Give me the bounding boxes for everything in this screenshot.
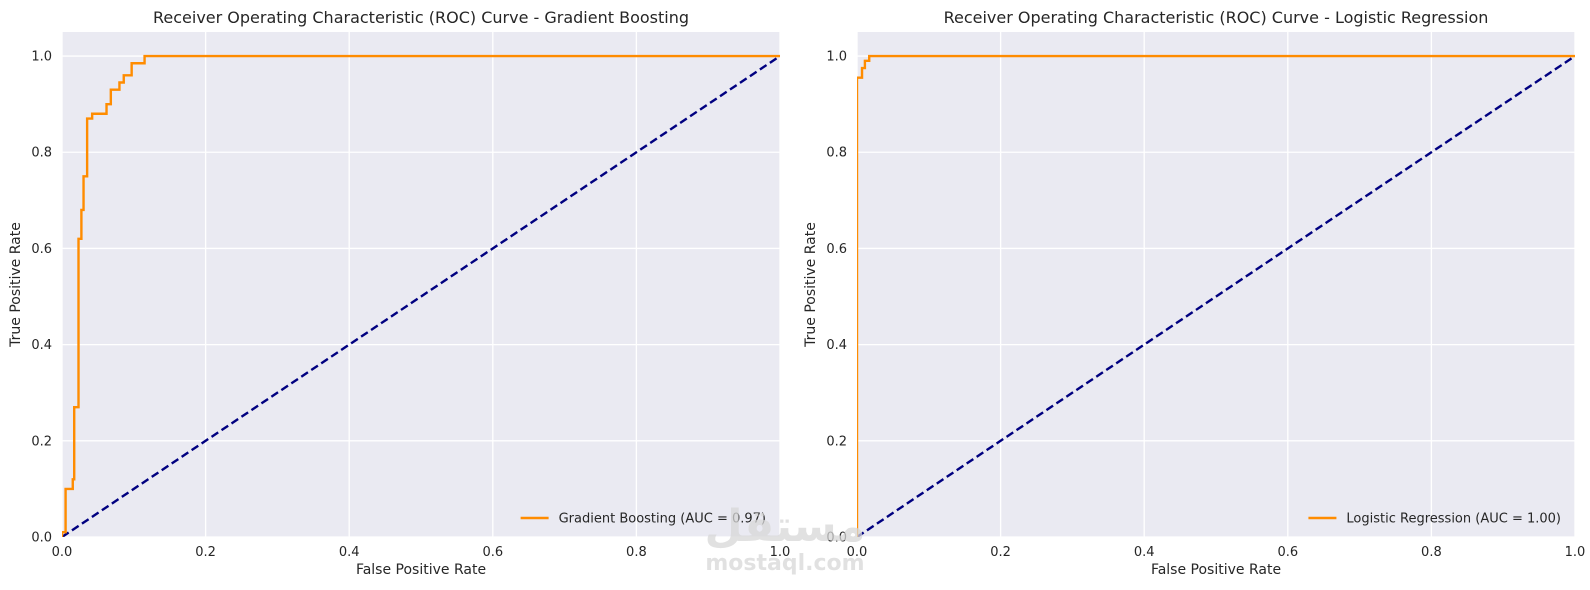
x-tick-label: 0.2 <box>990 545 1011 560</box>
y-tick-label: 1.0 <box>31 50 52 65</box>
diagonal-reference-line <box>857 55 1575 537</box>
chart-title: Receiver Operating Characteristic (ROC) … <box>944 8 1489 27</box>
x-tick-label: 0.4 <box>1134 545 1155 560</box>
y-tick-label: 0.4 <box>31 338 52 353</box>
watermark-latin: mostaql.com <box>705 551 864 576</box>
legend-label: Logistic Regression (AUC = 1.00) <box>1346 512 1561 527</box>
watermark-arabic: مستقل <box>705 501 866 552</box>
watermark: مستقل mostaql.com <box>705 501 866 576</box>
x-axis-label: False Positive Rate <box>1151 562 1281 578</box>
y-axis-label: True Positive Rate <box>803 222 819 348</box>
x-tick-label: 1.0 <box>1565 545 1586 560</box>
legend: Logistic Regression (AUC = 1.00) <box>1308 512 1561 527</box>
x-tick-label: 1.0 <box>770 545 791 560</box>
roc-curve <box>62 54 780 537</box>
plot-area <box>62 32 780 537</box>
y-axis-label: True Positive Rate <box>8 222 24 348</box>
y-tick-label: 0.2 <box>31 434 52 449</box>
y-tick-label: 0.8 <box>31 146 52 161</box>
x-tick-label: 0.6 <box>1277 545 1298 560</box>
x-axis-label: False Positive Rate <box>356 562 486 578</box>
x-tick-label: 0.8 <box>1421 545 1442 560</box>
y-tick-label: 0.8 <box>826 146 847 161</box>
chart-title: Receiver Operating Characteristic (ROC) … <box>153 8 689 27</box>
x-tick-label: 0.8 <box>626 545 647 560</box>
y-tick-label: 0.6 <box>826 242 847 257</box>
chart-logistic-regression: 0.0 0.2 0.4 0.6 0.8 1.0 0.0 0.2 0.4 0.6 0.8 1.0 Rece… <box>803 8 1585 578</box>
x-tick-label: 0.0 <box>847 545 868 560</box>
x-tick-label: 0.6 <box>482 545 503 560</box>
x-tick-label: 0.2 <box>195 545 216 560</box>
diagonal-reference-line <box>62 55 780 537</box>
y-tick-label: 0.0 <box>826 531 847 546</box>
y-tick-label: 0.0 <box>31 531 52 546</box>
x-tick-label: 0.0 <box>52 545 73 560</box>
legend-label: Gradient Boosting (AUC = 0.97) <box>559 512 766 527</box>
roc-curve <box>857 54 1575 537</box>
legend: Gradient Boosting (AUC = 0.97) <box>520 512 766 527</box>
plot-area <box>857 32 1575 537</box>
y-tick-label: 0.2 <box>826 434 847 449</box>
y-tick-label: 1.0 <box>826 50 847 65</box>
chart-gradient-boosting: 0.0 0.2 0.4 0.6 0.8 1.0 0.0 0.2 0.4 0.6 0.8 1.0 Rece… <box>8 8 790 578</box>
y-tick-label: 0.4 <box>826 338 847 353</box>
x-tick-label: 0.4 <box>339 545 360 560</box>
y-tick-label: 0.6 <box>31 242 52 257</box>
